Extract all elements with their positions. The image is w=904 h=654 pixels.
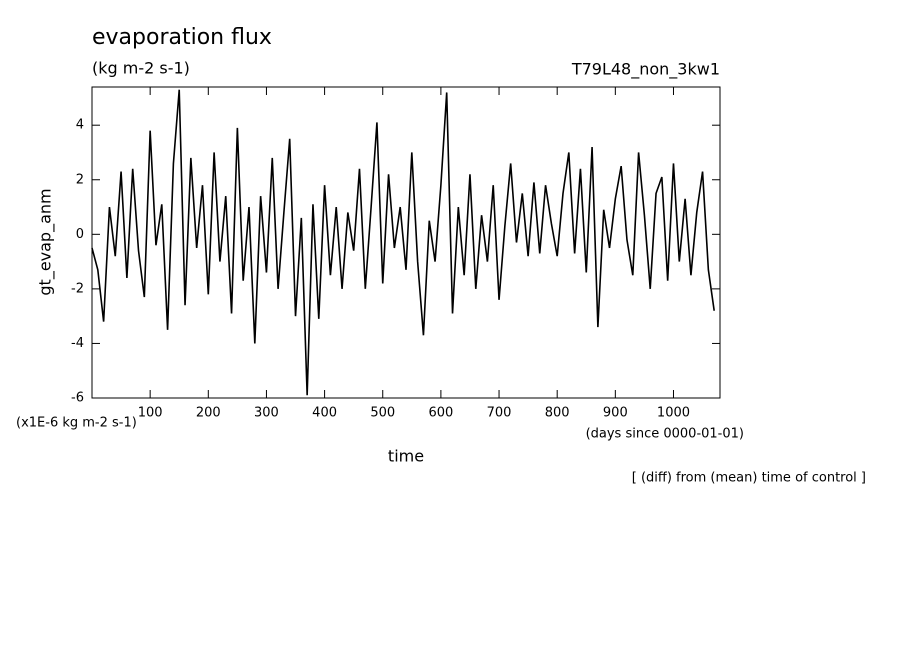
x-tick-label: 200	[196, 406, 221, 421]
y-tick-label: -2	[71, 281, 84, 296]
y-tick-label: -6	[71, 391, 84, 406]
run-label: T79L48_non_3kw1	[571, 60, 720, 80]
annotation: [ (diff) from (mean) time of control ]	[632, 471, 866, 486]
chart-title: evaporation flux	[92, 25, 272, 50]
x-tick-label: 500	[370, 406, 395, 421]
x-tick-label: 100	[138, 406, 163, 421]
x-tick-label: 800	[545, 406, 570, 421]
y-tick-label: 4	[76, 118, 84, 133]
x-tick-label: 300	[254, 406, 279, 421]
y-axis-label: gt_evap_anm	[36, 188, 56, 295]
chart-subtitle: (kg m-2 s-1)	[92, 59, 190, 78]
x-tick-label: 600	[428, 406, 453, 421]
y-tick-label: 2	[76, 172, 84, 187]
y-unit-label: (x1E-6 kg m-2 s-1)	[16, 416, 137, 431]
x-tick-label: 1000	[657, 406, 690, 421]
y-tick-label: 0	[76, 227, 84, 242]
x-axis-label: time	[388, 447, 424, 466]
x-unit-label: (days since 0000-01-01)	[586, 427, 744, 442]
plot-frame	[91, 86, 721, 399]
x-tick-label: 900	[603, 406, 628, 421]
x-tick-label: 700	[487, 406, 512, 421]
data-line	[91, 89, 715, 396]
y-tick-label: -4	[71, 336, 84, 351]
x-tick-label: 400	[312, 406, 337, 421]
